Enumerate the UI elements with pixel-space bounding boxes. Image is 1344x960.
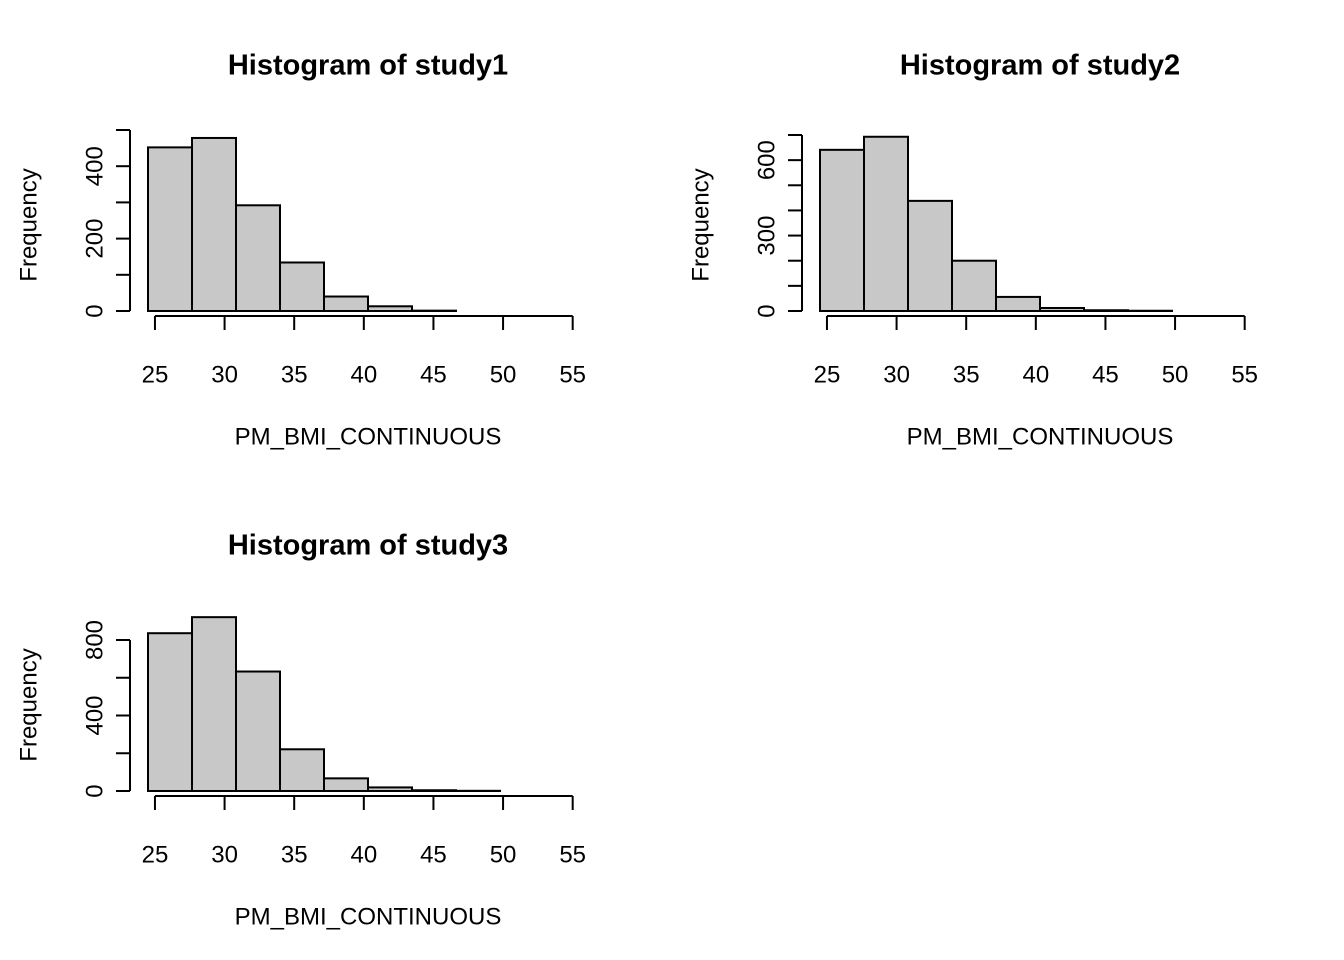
histogram-bar (819, 148, 865, 312)
x-tick-label: 40 (1022, 361, 1049, 388)
x-tick-label: 25 (142, 841, 169, 868)
histogram-bar (1083, 309, 1129, 313)
x-tick-label: 35 (953, 361, 980, 388)
x-tick-label: 45 (420, 841, 447, 868)
histogram-bar (367, 305, 413, 313)
histogram-bar (323, 777, 369, 793)
y-tick-label: 0 (81, 784, 108, 797)
x-tick-label: 40 (350, 361, 377, 388)
x-axis-label: PM_BMI_CONTINUOUS (235, 903, 502, 930)
x-tick-label: 50 (490, 361, 517, 388)
histogram-bar (235, 670, 281, 792)
y-tick-label: 800 (81, 620, 108, 660)
histogram-bar (191, 616, 237, 792)
y-axis-label: Frequency (15, 648, 42, 761)
histogram-bar (235, 204, 281, 313)
x-tick-label: 55 (559, 841, 586, 868)
x-tick-label: 45 (420, 361, 447, 388)
x-tick-label: 45 (1092, 361, 1119, 388)
histogram-bar (1039, 306, 1085, 312)
x-tick-label: 55 (1231, 361, 1258, 388)
x-tick-label: 30 (211, 841, 238, 868)
histogram-bar (863, 135, 909, 312)
histogram-bar (323, 295, 369, 312)
x-axis-label: PM_BMI_CONTINUOUS (235, 423, 502, 450)
x-axis-label: PM_BMI_CONTINUOUS (907, 423, 1174, 450)
x-tick-label: 35 (281, 841, 308, 868)
y-tick-label: 200 (81, 219, 108, 259)
y-tick-label: 0 (81, 304, 108, 317)
histogram-bar (995, 295, 1041, 313)
histogram-bar (279, 748, 325, 793)
histogram-bar (907, 199, 953, 312)
x-tick-label: 50 (1162, 361, 1189, 388)
x-tick-label: 55 (559, 361, 586, 388)
histogram-panel-3: Histogram of study3 25 30 35 40 45 50 55 0 400 800… (15, 530, 586, 931)
y-axis-label: Frequency (687, 168, 714, 281)
histogram-panel-1: Histogram of study1 25 30 35 40 45 50 55 0 200 400… (15, 50, 586, 451)
x-tick-label: 35 (281, 361, 308, 388)
histogram-bar (147, 146, 193, 312)
histogram-bar (951, 259, 997, 313)
histogram-panel-2: Histogram of study2 25 30 35 40 45 50 55 0 300 600… (687, 50, 1258, 451)
y-axis-label: Frequency (15, 168, 42, 281)
histogram-bar (279, 261, 325, 313)
histogram-bar (411, 789, 457, 792)
histogram-bar (191, 136, 237, 312)
y-tick-label: 300 (753, 216, 780, 256)
chart-title: Histogram of study3 (228, 530, 508, 562)
y-tick-label: 600 (753, 140, 780, 180)
chart-title: Histogram of study2 (900, 50, 1180, 82)
x-tick-label: 30 (211, 361, 238, 388)
x-tick-label: 25 (142, 361, 169, 388)
histogram-bar (147, 632, 193, 793)
histogram-bar (367, 786, 413, 793)
y-tick-label: 400 (81, 146, 108, 186)
x-tick-label: 25 (814, 361, 841, 388)
x-tick-label: 50 (490, 841, 517, 868)
x-tick-label: 40 (350, 841, 377, 868)
x-tick-label: 30 (883, 361, 910, 388)
y-tick-label: 0 (753, 304, 780, 317)
chart-title: Histogram of study1 (228, 50, 508, 82)
y-tick-label: 400 (81, 695, 108, 735)
